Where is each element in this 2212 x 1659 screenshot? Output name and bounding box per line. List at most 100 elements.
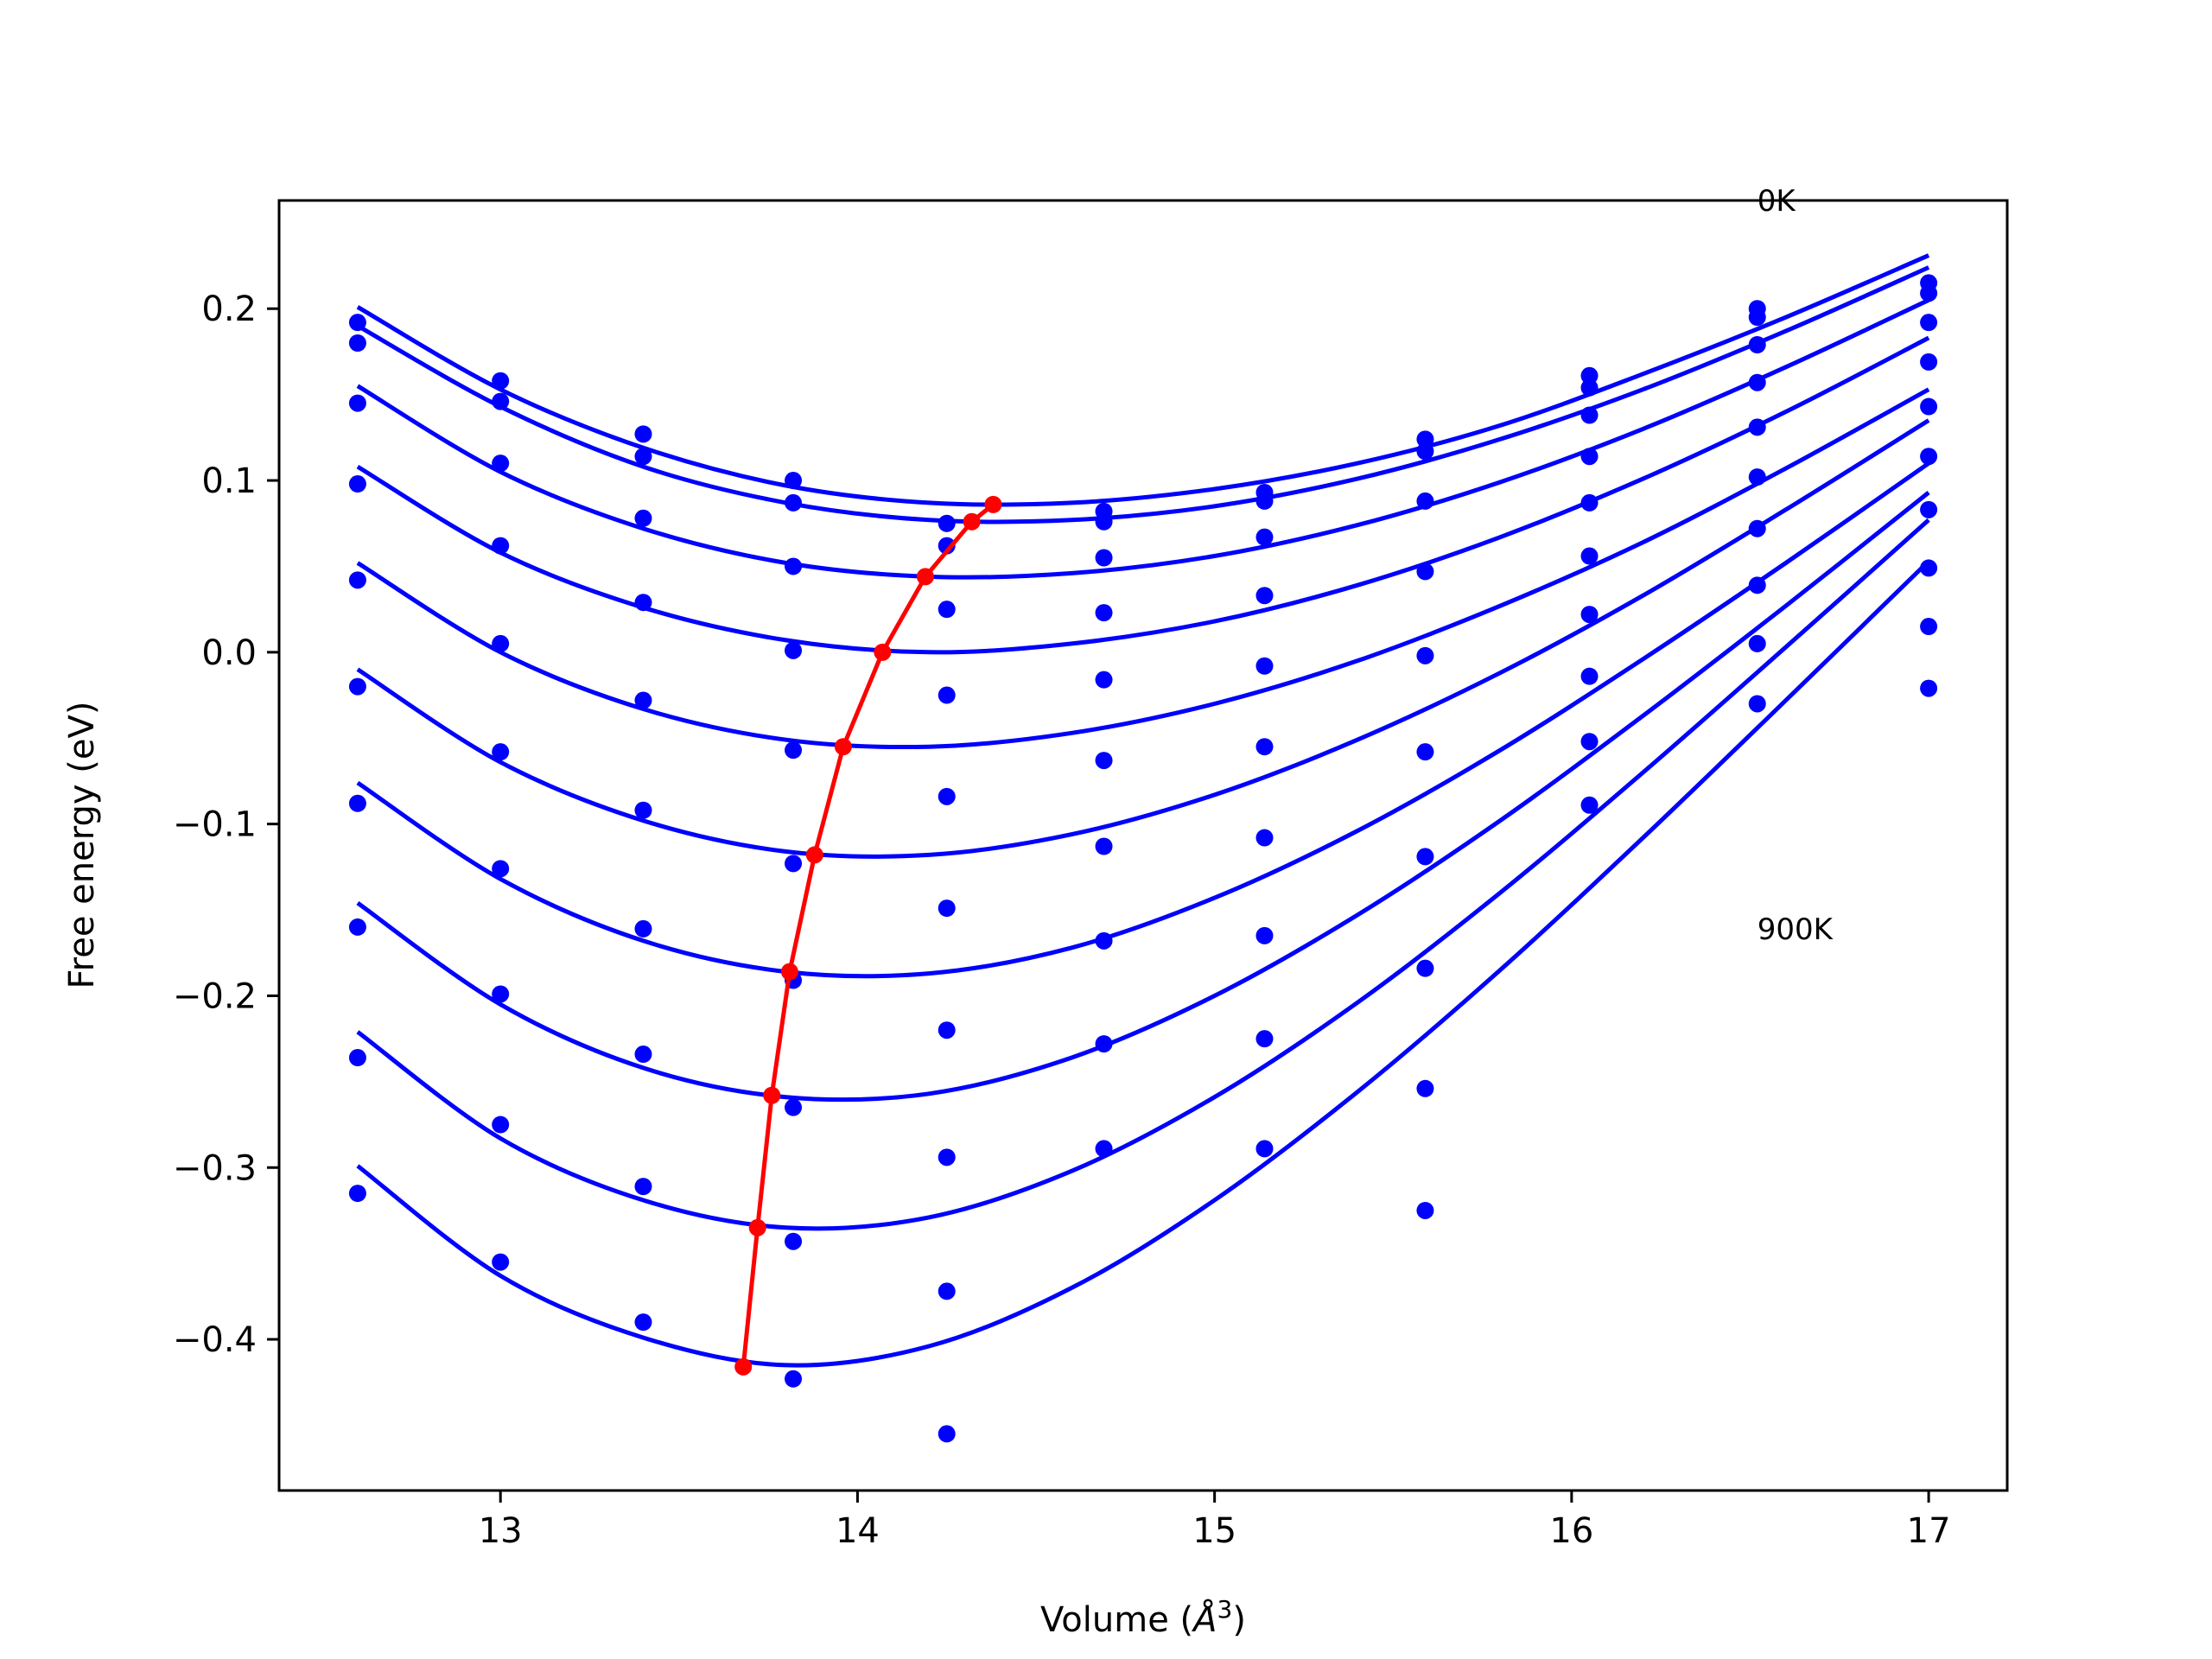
data-point bbox=[1920, 618, 1938, 636]
data-point bbox=[938, 787, 956, 805]
data-point bbox=[348, 475, 366, 493]
data-point bbox=[634, 691, 652, 709]
data-point bbox=[1416, 430, 1434, 448]
data-point bbox=[634, 425, 652, 443]
data-point bbox=[1748, 634, 1766, 652]
data-point bbox=[1580, 406, 1599, 424]
data-point bbox=[785, 472, 803, 490]
data-point bbox=[1095, 671, 1113, 689]
data-point bbox=[492, 634, 510, 652]
minimum-point bbox=[763, 1086, 781, 1104]
data-point bbox=[785, 855, 803, 873]
x-tick-label: 16 bbox=[1549, 1511, 1593, 1551]
y-axis-label: Free energy (eV) bbox=[62, 702, 102, 989]
fit-curve-8 bbox=[356, 518, 1930, 1231]
y-tick-label: −0.1 bbox=[173, 805, 257, 845]
data-point bbox=[1748, 695, 1766, 713]
fit-curve-5 bbox=[356, 418, 1930, 859]
data-point bbox=[1416, 563, 1434, 581]
data-point bbox=[785, 557, 803, 575]
data-point bbox=[1580, 606, 1599, 624]
data-point bbox=[1416, 959, 1434, 977]
data-point bbox=[938, 1148, 956, 1166]
data-point bbox=[1580, 733, 1599, 751]
data-point bbox=[1748, 418, 1766, 436]
data-point bbox=[634, 1046, 652, 1064]
minimum-point bbox=[963, 512, 981, 531]
data-point bbox=[492, 1116, 510, 1134]
data-point bbox=[634, 801, 652, 819]
minimum-point bbox=[984, 495, 1002, 513]
data-point bbox=[938, 1021, 956, 1039]
data-point bbox=[492, 985, 510, 1003]
data-point bbox=[1255, 657, 1274, 675]
data-points bbox=[348, 274, 1938, 1443]
fit-curves bbox=[356, 253, 1930, 1368]
data-point bbox=[938, 1282, 956, 1300]
data-point bbox=[348, 918, 366, 936]
y-tick-label: 0.0 bbox=[201, 633, 257, 673]
minimum-point bbox=[834, 738, 852, 756]
x-tick-label: 13 bbox=[479, 1511, 523, 1551]
data-point bbox=[1920, 559, 1938, 577]
data-point bbox=[1416, 743, 1434, 761]
x-axis-ticks: 13 14 15 16 17 bbox=[479, 1491, 1951, 1551]
data-point bbox=[1416, 492, 1434, 510]
data-point bbox=[1416, 442, 1434, 461]
x-tick-label: 14 bbox=[836, 1511, 880, 1551]
data-point bbox=[634, 1313, 652, 1332]
data-point bbox=[785, 1232, 803, 1250]
minimum-energy-path bbox=[734, 495, 1002, 1376]
plot-frame bbox=[277, 199, 2009, 1492]
minimum-point bbox=[874, 643, 892, 661]
data-point bbox=[1255, 1030, 1274, 1048]
data-point bbox=[634, 1178, 652, 1196]
fit-curve-2 bbox=[356, 298, 1930, 580]
fit-curve-7 bbox=[356, 491, 1930, 1103]
data-point bbox=[785, 641, 803, 659]
minimum-point bbox=[780, 963, 798, 981]
data-point bbox=[348, 334, 366, 353]
data-point bbox=[348, 1185, 366, 1203]
data-point bbox=[938, 1425, 956, 1443]
data-point bbox=[492, 743, 510, 761]
data-point bbox=[1095, 837, 1113, 855]
data-point bbox=[1580, 667, 1599, 685]
data-point bbox=[1416, 848, 1434, 866]
fit-curve-1 bbox=[356, 265, 1930, 524]
data-point bbox=[348, 794, 366, 812]
fit-curve-0 bbox=[356, 253, 1930, 507]
data-point bbox=[1255, 528, 1274, 546]
data-point bbox=[492, 537, 510, 555]
data-point bbox=[1255, 926, 1274, 944]
data-point bbox=[1095, 931, 1113, 950]
data-point bbox=[1580, 796, 1599, 814]
data-point bbox=[1580, 366, 1599, 385]
data-point bbox=[1095, 549, 1113, 567]
data-point bbox=[785, 493, 803, 512]
data-point bbox=[1095, 604, 1113, 622]
data-point bbox=[1748, 519, 1766, 537]
data-point bbox=[348, 677, 366, 696]
data-point bbox=[348, 394, 366, 412]
data-point bbox=[1920, 284, 1938, 302]
data-point bbox=[1255, 829, 1274, 847]
data-point bbox=[634, 509, 652, 527]
y-axis-ticks: 0.2 0.1 0.0 −0.1 −0.2 −0.3 −0.4 bbox=[173, 289, 279, 1360]
data-point bbox=[492, 372, 510, 390]
data-point bbox=[1416, 1201, 1434, 1219]
data-point bbox=[1255, 492, 1274, 510]
annotation-label: 0K bbox=[1758, 184, 1797, 219]
data-point bbox=[348, 314, 366, 332]
annotation-label: 900K bbox=[1758, 912, 1834, 947]
data-point bbox=[492, 454, 510, 473]
data-point bbox=[938, 601, 956, 619]
data-point bbox=[1748, 468, 1766, 486]
data-point bbox=[1920, 679, 1938, 697]
data-point bbox=[492, 1253, 510, 1271]
data-point bbox=[938, 686, 956, 704]
minimum-point bbox=[805, 846, 823, 864]
fit-curve-6 bbox=[356, 461, 1930, 979]
minimum-path-line bbox=[741, 502, 995, 1368]
